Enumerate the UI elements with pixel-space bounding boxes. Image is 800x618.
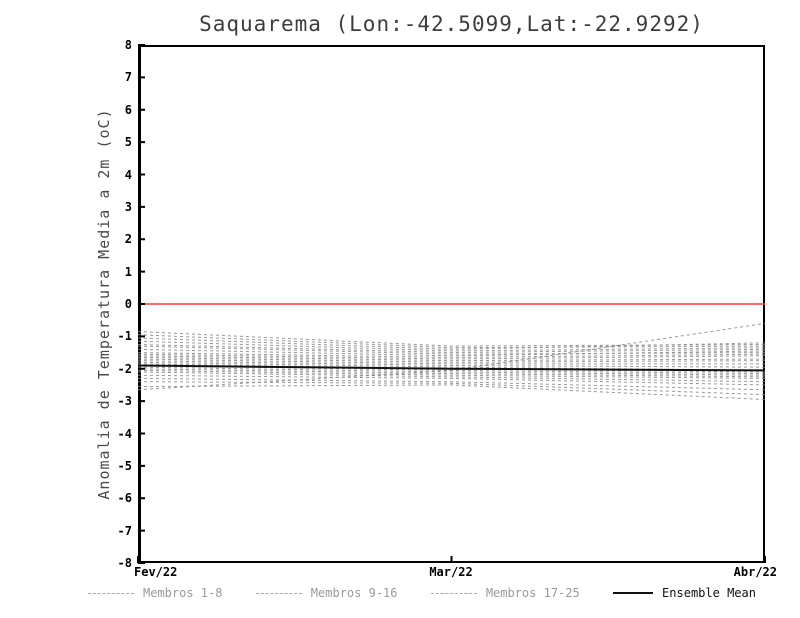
chart-title: Saquarema (Lon:-42.5099,Lat:-22.9292) xyxy=(199,12,704,36)
legend-label: Membros 17-25 xyxy=(485,586,580,600)
dashed-line-icon xyxy=(430,592,477,594)
y-tick-label: 1 xyxy=(124,264,132,279)
y-tick-label: 3 xyxy=(124,199,132,214)
legend-entry-3: Membros 17-25 xyxy=(430,586,580,600)
legend-entry-2: Membros 9-16 xyxy=(255,586,398,600)
y-tick-label: -6 xyxy=(117,491,132,506)
legend-label: Membros 9-16 xyxy=(310,586,398,600)
dashed-line-icon xyxy=(255,592,302,594)
y-tick-label: -3 xyxy=(117,394,132,409)
y-tick-label: 8 xyxy=(124,38,132,52)
y-tick-label: 2 xyxy=(124,232,132,247)
y-tick-label: -8 xyxy=(117,556,132,570)
y-tick-label: 5 xyxy=(124,135,132,150)
y-tick-label: -1 xyxy=(117,329,132,344)
legend: Membros 1-8 Membros 9-16 Membros 17-25 Ense… xyxy=(88,586,756,600)
legend-label: Membros 1-8 xyxy=(143,586,223,600)
x-tick-label-mar: Mar/22 xyxy=(429,565,473,579)
y-tick-label: -4 xyxy=(117,426,132,441)
legend-entry-1: Membros 1-8 xyxy=(88,586,222,600)
y-tick-label: -2 xyxy=(117,361,132,376)
x-tick-label-abr: Abr/22 xyxy=(733,565,777,579)
legend-label: Ensemble Mean xyxy=(662,586,756,600)
y-tick-label: -7 xyxy=(117,523,132,538)
solid-line-icon xyxy=(613,592,654,594)
y-tick-label: 7 xyxy=(124,70,132,85)
legend-entry-4: Ensemble Mean xyxy=(613,586,756,600)
dashed-line-icon xyxy=(88,592,134,594)
plot-area xyxy=(138,45,765,563)
x-tick-label-fev: Fev/22 xyxy=(134,565,178,579)
y-tick-label: 4 xyxy=(124,167,132,182)
y-tick-label: 0 xyxy=(124,297,132,311)
y-tick-label: 6 xyxy=(124,102,132,117)
y-tick-label: -5 xyxy=(117,458,132,473)
